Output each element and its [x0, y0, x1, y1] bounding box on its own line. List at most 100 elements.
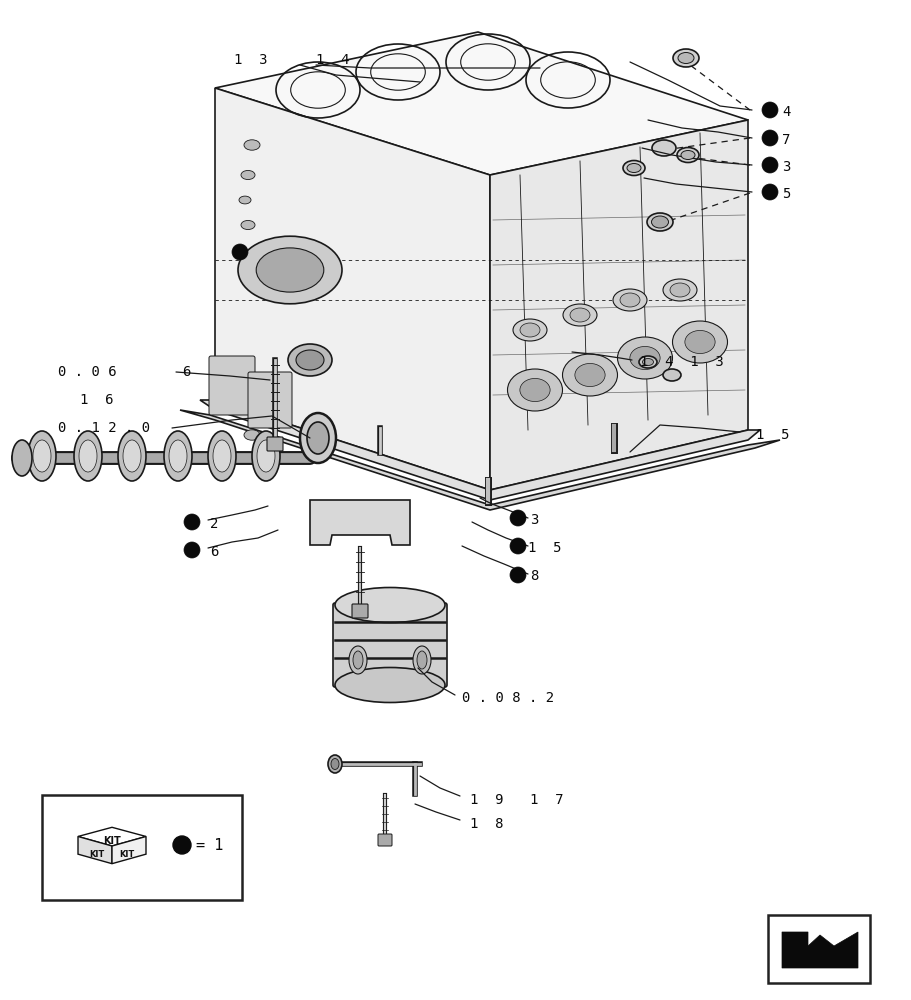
Ellipse shape: [328, 755, 342, 773]
Ellipse shape: [239, 196, 251, 204]
Text: 1  9: 1 9: [469, 793, 503, 807]
Ellipse shape: [164, 431, 192, 481]
Ellipse shape: [256, 248, 323, 292]
Text: KIT: KIT: [119, 850, 135, 859]
Text: 6: 6: [210, 545, 218, 559]
Ellipse shape: [74, 431, 102, 481]
Ellipse shape: [519, 323, 539, 337]
Ellipse shape: [672, 49, 698, 67]
Ellipse shape: [33, 440, 51, 472]
Text: KIT: KIT: [89, 850, 104, 859]
Ellipse shape: [562, 304, 597, 326]
Ellipse shape: [507, 369, 562, 411]
Ellipse shape: [288, 344, 332, 376]
Ellipse shape: [241, 170, 255, 180]
Text: 0 . 0 6: 0 . 0 6: [58, 365, 117, 379]
Ellipse shape: [612, 289, 646, 311]
Ellipse shape: [670, 283, 690, 297]
Polygon shape: [310, 500, 410, 545]
Ellipse shape: [684, 330, 714, 354]
Text: = 1: = 1: [196, 838, 223, 852]
Text: 1  5: 1 5: [755, 428, 789, 442]
Text: 8: 8: [529, 569, 537, 583]
Ellipse shape: [28, 431, 56, 481]
Circle shape: [231, 244, 248, 260]
Ellipse shape: [641, 359, 653, 365]
Ellipse shape: [251, 431, 280, 481]
Ellipse shape: [331, 758, 339, 770]
Text: 1  6: 1 6: [80, 393, 113, 407]
Ellipse shape: [617, 337, 671, 379]
Ellipse shape: [79, 440, 97, 472]
Text: 1  5: 1 5: [527, 541, 561, 555]
Ellipse shape: [353, 651, 363, 669]
Ellipse shape: [169, 440, 187, 472]
Ellipse shape: [413, 646, 431, 674]
Ellipse shape: [257, 440, 275, 472]
Text: 1  8: 1 8: [469, 817, 503, 831]
Ellipse shape: [118, 431, 146, 481]
Text: 1  4: 1 4: [315, 53, 349, 67]
Ellipse shape: [671, 321, 727, 363]
Polygon shape: [112, 836, 146, 864]
Ellipse shape: [630, 346, 660, 370]
Circle shape: [173, 836, 190, 854]
Text: 7: 7: [781, 133, 790, 147]
Ellipse shape: [519, 378, 549, 402]
Ellipse shape: [300, 413, 335, 463]
Ellipse shape: [619, 293, 640, 307]
Ellipse shape: [244, 430, 260, 440]
Ellipse shape: [627, 163, 640, 172]
Polygon shape: [179, 410, 779, 510]
Ellipse shape: [334, 587, 445, 622]
Ellipse shape: [646, 213, 672, 231]
Polygon shape: [489, 120, 747, 490]
Polygon shape: [200, 400, 759, 500]
Ellipse shape: [569, 308, 589, 322]
Ellipse shape: [676, 147, 698, 162]
Ellipse shape: [244, 140, 260, 150]
Ellipse shape: [650, 216, 668, 228]
Ellipse shape: [307, 422, 329, 454]
Circle shape: [762, 130, 777, 146]
Ellipse shape: [12, 440, 32, 476]
Text: 3: 3: [529, 513, 537, 527]
FancyBboxPatch shape: [352, 604, 368, 618]
FancyBboxPatch shape: [209, 356, 255, 415]
Circle shape: [762, 102, 777, 118]
FancyBboxPatch shape: [267, 437, 282, 451]
FancyBboxPatch shape: [248, 372, 292, 428]
Text: 1  7: 1 7: [529, 793, 563, 807]
Circle shape: [762, 184, 777, 200]
Polygon shape: [215, 88, 489, 490]
Ellipse shape: [622, 160, 644, 176]
Text: 0 . 0 8 . 2: 0 . 0 8 . 2: [462, 691, 554, 705]
Text: 5: 5: [781, 187, 790, 201]
Ellipse shape: [238, 236, 342, 304]
FancyBboxPatch shape: [333, 603, 446, 687]
Text: 4: 4: [781, 105, 790, 119]
Polygon shape: [781, 932, 857, 968]
Circle shape: [509, 510, 526, 526]
Ellipse shape: [574, 363, 605, 387]
Ellipse shape: [349, 646, 366, 674]
Circle shape: [509, 538, 526, 554]
FancyBboxPatch shape: [42, 795, 241, 900]
Polygon shape: [78, 836, 112, 864]
Text: KIT: KIT: [103, 836, 121, 846]
Ellipse shape: [251, 450, 268, 460]
Ellipse shape: [639, 356, 656, 368]
Ellipse shape: [213, 440, 230, 472]
Ellipse shape: [123, 440, 141, 472]
Ellipse shape: [677, 52, 693, 64]
Text: 3: 3: [781, 160, 790, 174]
Polygon shape: [78, 827, 146, 846]
Ellipse shape: [512, 319, 547, 341]
Polygon shape: [215, 32, 747, 175]
Text: 0 . 1 2 . 0: 0 . 1 2 . 0: [58, 421, 150, 435]
Ellipse shape: [296, 350, 323, 370]
Text: 6: 6: [182, 365, 190, 379]
Ellipse shape: [208, 431, 236, 481]
Ellipse shape: [681, 150, 694, 159]
Circle shape: [184, 514, 200, 530]
